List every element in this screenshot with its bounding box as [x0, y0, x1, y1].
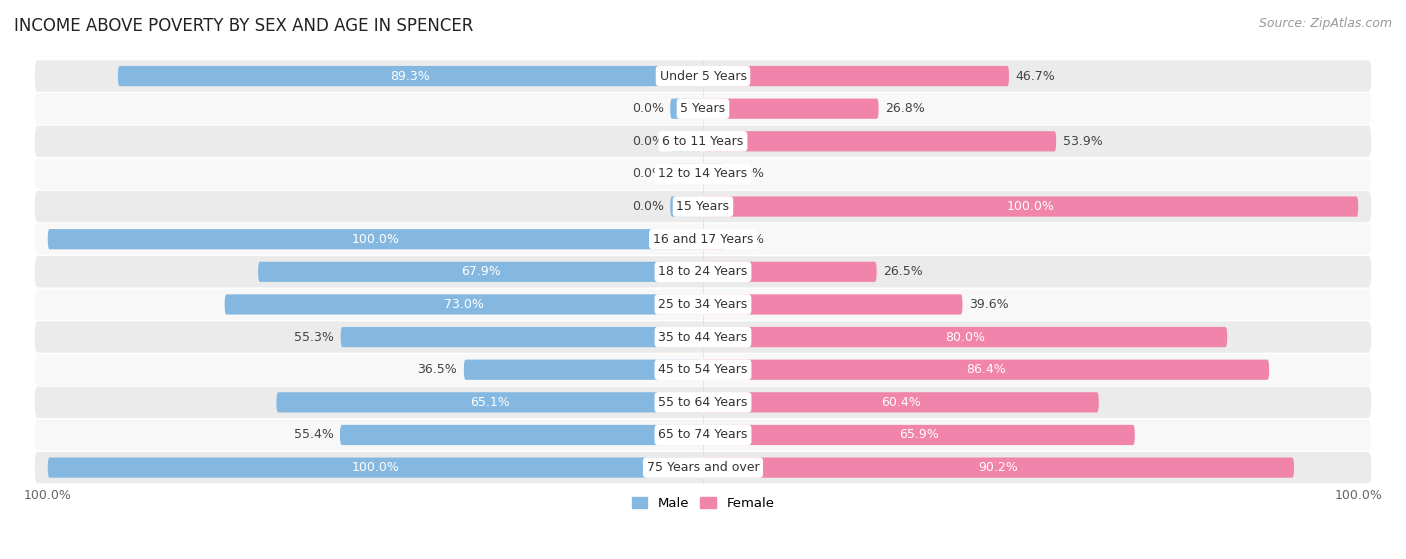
Text: 35 to 44 Years: 35 to 44 Years	[658, 330, 748, 344]
Text: 16 and 17 Years: 16 and 17 Years	[652, 233, 754, 246]
FancyBboxPatch shape	[671, 131, 703, 151]
FancyBboxPatch shape	[671, 98, 703, 119]
FancyBboxPatch shape	[48, 457, 703, 478]
FancyBboxPatch shape	[35, 452, 1371, 484]
FancyBboxPatch shape	[48, 229, 703, 249]
Text: 18 to 24 Years: 18 to 24 Years	[658, 266, 748, 278]
Text: 100.0%: 100.0%	[352, 233, 399, 246]
FancyBboxPatch shape	[35, 321, 1371, 353]
FancyBboxPatch shape	[277, 392, 703, 413]
FancyBboxPatch shape	[35, 289, 1371, 320]
Text: 89.3%: 89.3%	[391, 69, 430, 83]
FancyBboxPatch shape	[118, 66, 703, 86]
FancyBboxPatch shape	[703, 262, 876, 282]
FancyBboxPatch shape	[703, 66, 1010, 86]
FancyBboxPatch shape	[703, 392, 1098, 413]
Text: 26.5%: 26.5%	[883, 266, 922, 278]
FancyBboxPatch shape	[35, 256, 1371, 287]
Text: 0.0%: 0.0%	[733, 233, 765, 246]
Text: 6 to 11 Years: 6 to 11 Years	[662, 135, 744, 148]
FancyBboxPatch shape	[35, 126, 1371, 157]
FancyBboxPatch shape	[703, 327, 1227, 347]
Text: 55.4%: 55.4%	[294, 428, 333, 442]
Text: 67.9%: 67.9%	[461, 266, 501, 278]
Text: 15 Years: 15 Years	[676, 200, 730, 213]
FancyBboxPatch shape	[340, 327, 703, 347]
Text: 0.0%: 0.0%	[631, 200, 664, 213]
FancyBboxPatch shape	[35, 224, 1371, 255]
FancyBboxPatch shape	[703, 425, 1135, 445]
Text: 0.0%: 0.0%	[631, 135, 664, 148]
Text: 80.0%: 80.0%	[945, 330, 986, 344]
Text: 25 to 34 Years: 25 to 34 Years	[658, 298, 748, 311]
FancyBboxPatch shape	[35, 93, 1371, 124]
Text: Source: ZipAtlas.com: Source: ZipAtlas.com	[1258, 17, 1392, 30]
Text: 53.9%: 53.9%	[1063, 135, 1102, 148]
FancyBboxPatch shape	[671, 164, 703, 184]
FancyBboxPatch shape	[703, 229, 725, 249]
FancyBboxPatch shape	[464, 359, 703, 380]
Text: 100.0%: 100.0%	[1007, 200, 1054, 213]
FancyBboxPatch shape	[703, 164, 725, 184]
Text: 45 to 54 Years: 45 to 54 Years	[658, 363, 748, 376]
Text: 36.5%: 36.5%	[418, 363, 457, 376]
Text: 55 to 64 Years: 55 to 64 Years	[658, 396, 748, 409]
FancyBboxPatch shape	[703, 131, 1056, 151]
Text: 73.0%: 73.0%	[444, 298, 484, 311]
Text: 86.4%: 86.4%	[966, 363, 1005, 376]
FancyBboxPatch shape	[703, 295, 963, 315]
Text: 0.0%: 0.0%	[733, 168, 765, 181]
Text: 0.0%: 0.0%	[631, 168, 664, 181]
Text: INCOME ABOVE POVERTY BY SEX AND AGE IN SPENCER: INCOME ABOVE POVERTY BY SEX AND AGE IN S…	[14, 17, 474, 35]
Text: 65 to 74 Years: 65 to 74 Years	[658, 428, 748, 442]
Text: 39.6%: 39.6%	[969, 298, 1008, 311]
Text: 5 Years: 5 Years	[681, 102, 725, 115]
Legend: Male, Female: Male, Female	[626, 492, 780, 515]
Text: 90.2%: 90.2%	[979, 461, 1018, 474]
Text: 12 to 14 Years: 12 to 14 Years	[658, 168, 748, 181]
Text: 0.0%: 0.0%	[631, 102, 664, 115]
FancyBboxPatch shape	[340, 425, 703, 445]
FancyBboxPatch shape	[703, 359, 1270, 380]
Text: 65.9%: 65.9%	[898, 428, 939, 442]
Text: 75 Years and over: 75 Years and over	[647, 461, 759, 474]
Text: 55.3%: 55.3%	[294, 330, 335, 344]
FancyBboxPatch shape	[35, 419, 1371, 451]
FancyBboxPatch shape	[703, 457, 1294, 478]
FancyBboxPatch shape	[35, 354, 1371, 385]
FancyBboxPatch shape	[35, 60, 1371, 92]
FancyBboxPatch shape	[703, 98, 879, 119]
Text: 65.1%: 65.1%	[470, 396, 509, 409]
FancyBboxPatch shape	[225, 295, 703, 315]
FancyBboxPatch shape	[35, 387, 1371, 418]
Text: 46.7%: 46.7%	[1015, 69, 1056, 83]
FancyBboxPatch shape	[259, 262, 703, 282]
FancyBboxPatch shape	[703, 196, 1358, 217]
FancyBboxPatch shape	[35, 191, 1371, 222]
Text: 60.4%: 60.4%	[882, 396, 921, 409]
Text: Under 5 Years: Under 5 Years	[659, 69, 747, 83]
Text: 26.8%: 26.8%	[886, 102, 925, 115]
FancyBboxPatch shape	[671, 196, 703, 217]
Text: 100.0%: 100.0%	[352, 461, 399, 474]
FancyBboxPatch shape	[35, 158, 1371, 190]
